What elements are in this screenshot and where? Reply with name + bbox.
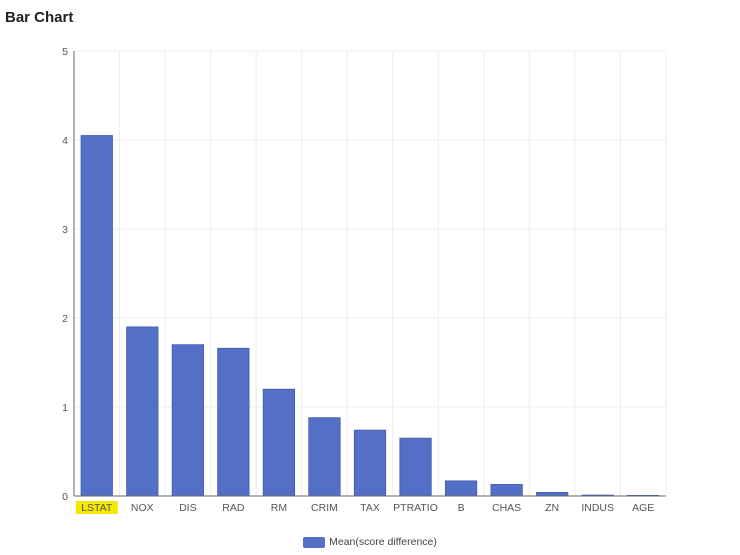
bar-lstat[interactable] bbox=[80, 135, 113, 497]
y-tick-label: 0 bbox=[62, 491, 68, 503]
axes bbox=[73, 51, 666, 497]
y-tick-label: 2 bbox=[62, 313, 68, 325]
x-tick-label: CHAS bbox=[492, 502, 521, 514]
x-tick-label: DIS bbox=[179, 502, 197, 514]
chart-title: Bar Chart bbox=[5, 9, 74, 26]
x-tick-label: AGE bbox=[632, 502, 654, 514]
legend-label: Mean(score difference) bbox=[329, 536, 437, 548]
x-tick-label: PTRATIO bbox=[393, 502, 438, 514]
x-tick-label: LSTAT bbox=[81, 502, 113, 514]
legend-swatch bbox=[303, 536, 326, 548]
bar-nox[interactable] bbox=[126, 326, 159, 497]
grid bbox=[74, 50, 667, 496]
bar-chas[interactable] bbox=[490, 484, 523, 497]
bar-ptratio[interactable] bbox=[399, 437, 432, 497]
tick-labels: 0 1 2 3 4 5 LSTAT NOX DIS RAD RM CRIM TAX PTRATIO B CHA… bbox=[62, 46, 654, 514]
x-tick-label: ZN bbox=[545, 502, 559, 514]
bar-rad[interactable] bbox=[217, 347, 250, 497]
bar-tax[interactable] bbox=[353, 429, 387, 497]
x-tick-label: B bbox=[458, 502, 465, 514]
x-tick-label: INDUS bbox=[581, 502, 614, 514]
x-tick-label: NOX bbox=[131, 502, 154, 514]
bar-crim[interactable] bbox=[308, 417, 341, 497]
x-tick-label: RM bbox=[271, 502, 287, 514]
y-tick-label: 3 bbox=[62, 224, 68, 236]
bars bbox=[80, 135, 660, 497]
bar-zn[interactable] bbox=[536, 492, 569, 497]
y-tick-label: 5 bbox=[62, 46, 68, 58]
category-highlight bbox=[75, 501, 118, 514]
bar-chart: 0 1 2 3 4 5 LSTAT NOX DIS RAD RM CRIM TAX PTRATIO B CHA… bbox=[62, 46, 667, 514]
bar-dis[interactable] bbox=[171, 344, 204, 497]
x-tick-label: RAD bbox=[222, 502, 245, 514]
y-tick-label: 1 bbox=[62, 402, 68, 414]
x-tick-label: TAX bbox=[360, 502, 380, 514]
x-tick-label: CRIM bbox=[311, 502, 338, 514]
bar-rm[interactable] bbox=[262, 388, 296, 497]
y-tick-label: 4 bbox=[62, 135, 68, 147]
legend[interactable]: Mean(score difference) bbox=[0, 536, 740, 548]
bar-b[interactable] bbox=[444, 480, 478, 497]
